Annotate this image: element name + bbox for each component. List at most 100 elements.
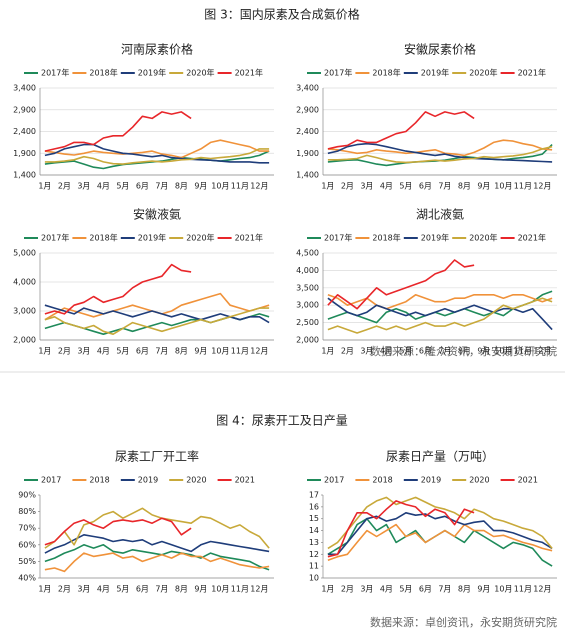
x-tick-label: 10月 — [211, 585, 229, 594]
series-line — [327, 145, 553, 164]
series-line — [327, 500, 475, 558]
chart-title: 湖北液氨 — [416, 207, 464, 222]
x-tick-label: 8月 — [175, 585, 188, 594]
legend-label: 2021年 — [518, 68, 546, 78]
series-line — [327, 496, 553, 550]
legend-label: 2020年 — [186, 233, 214, 243]
y-tick-label: 17 — [309, 491, 319, 500]
series-line — [44, 517, 192, 546]
figure-title: 图 3：国内尿素及合成氨价格 — [204, 7, 359, 22]
x-tick-label: 2月 — [58, 347, 71, 356]
x-tick-label: 12月 — [250, 347, 268, 356]
series-line — [327, 297, 553, 331]
x-tick-label: 3月 — [77, 347, 90, 356]
x-tick-label: 6月 — [419, 347, 432, 356]
x-tick-label: 11月 — [514, 182, 532, 191]
series-line — [44, 534, 270, 554]
y-tick-label: 3,500 — [296, 283, 319, 292]
chart-title: 河南尿素价格 — [121, 42, 193, 57]
x-tick-label: 5月 — [399, 585, 412, 594]
legend-label: 2019 — [421, 476, 441, 485]
y-tick-label: 14 — [309, 526, 319, 535]
x-tick-label: 6月 — [419, 182, 432, 191]
y-tick-label: 90% — [18, 491, 36, 500]
x-tick-label: 5月 — [116, 182, 129, 191]
x-tick-label: 12月 — [533, 585, 551, 594]
x-tick-label: 7月 — [438, 182, 451, 191]
x-tick-label: 2月 — [341, 347, 354, 356]
series-line — [327, 142, 553, 163]
legend-label: 2018 — [89, 476, 109, 485]
y-tick-label: 1,400 — [296, 171, 319, 180]
y-tick-label: 70% — [18, 524, 36, 533]
x-tick-label: 8月 — [175, 182, 188, 191]
x-tick-label: 1月 — [321, 585, 334, 594]
legend-label: 2019 — [138, 476, 158, 485]
y-tick-label: 1,400 — [13, 171, 36, 180]
x-tick-label: 3月 — [77, 182, 90, 191]
source: 数据来源：隆众资讯，永安期货研究院 — [370, 344, 557, 358]
x-tick-label: 11月 — [231, 585, 249, 594]
x-tick-label: 1月 — [321, 182, 334, 191]
y-tick-label: 4,000 — [13, 278, 36, 287]
legend-label: 2021 — [235, 476, 255, 485]
x-tick-label: 2月 — [341, 585, 354, 594]
series-line — [44, 552, 270, 573]
y-tick-label: 15 — [309, 514, 319, 523]
chart-title: 安徽液氨 — [133, 207, 181, 222]
legend-label: 2018年 — [89, 68, 117, 78]
chart-title: 安徽尿素价格 — [404, 42, 476, 57]
x-tick-label: 9月 — [477, 182, 490, 191]
y-tick-label: 2,000 — [296, 336, 319, 345]
x-tick-label: 1月 — [38, 182, 51, 191]
legend-label: 2020 — [469, 476, 489, 485]
x-tick-label: 10月 — [211, 347, 229, 356]
x-tick-label: 8月 — [458, 347, 471, 356]
x-tick-label: 4月 — [380, 347, 393, 356]
legend-label: 2021年 — [235, 233, 263, 243]
x-tick-label: 5月 — [399, 182, 412, 191]
legend-label: 2019年 — [421, 68, 449, 78]
x-tick-label: 6月 — [136, 585, 149, 594]
y-tick-label: 2,500 — [296, 318, 319, 327]
y-tick-label: 3,400 — [296, 84, 319, 93]
x-tick-label: 11月 — [514, 347, 532, 356]
legend-label: 2017 — [324, 476, 344, 485]
legend-label: 2017年 — [324, 68, 352, 78]
x-tick-label: 11月 — [231, 347, 249, 356]
legend-label: 2021 — [518, 476, 538, 485]
legend-label: 2021年 — [235, 68, 263, 78]
y-tick-label: 2,900 — [296, 105, 319, 114]
series-line — [327, 111, 475, 150]
series-line — [44, 263, 192, 315]
y-tick-label: 3,400 — [13, 84, 36, 93]
legend-label: 2020 — [186, 476, 206, 485]
x-tick-label: 7月 — [155, 585, 168, 594]
x-tick-label: 2月 — [58, 182, 71, 191]
x-tick-label: 4月 — [380, 585, 393, 594]
x-tick-label: 11月 — [514, 585, 532, 594]
x-tick-label: 8月 — [458, 585, 471, 594]
y-tick-label: 60% — [18, 540, 36, 549]
x-tick-label: 7月 — [438, 347, 451, 356]
y-tick-label: 1,900 — [296, 149, 319, 158]
x-tick-label: 7月 — [155, 182, 168, 191]
series-line — [327, 511, 553, 556]
legend-label: 2020年 — [469, 68, 497, 78]
y-tick-label: 2,000 — [13, 336, 36, 345]
x-tick-label: 1月 — [38, 585, 51, 594]
legend-label: 2020年 — [186, 68, 214, 78]
x-tick-label: 2月 — [341, 182, 354, 191]
x-tick-label: 4月 — [97, 182, 110, 191]
x-tick-label: 9月 — [194, 182, 207, 191]
series-line — [44, 304, 270, 324]
series-line — [44, 148, 270, 165]
series-line — [44, 143, 270, 164]
series-line — [44, 307, 270, 335]
chart-title: 尿素工厂开工率 — [115, 449, 199, 464]
series-line — [327, 297, 553, 334]
legend-label: 2018年 — [89, 233, 117, 243]
x-tick-label: 12月 — [250, 182, 268, 191]
y-tick-label: 16 — [309, 502, 319, 511]
x-tick-label: 6月 — [136, 182, 149, 191]
